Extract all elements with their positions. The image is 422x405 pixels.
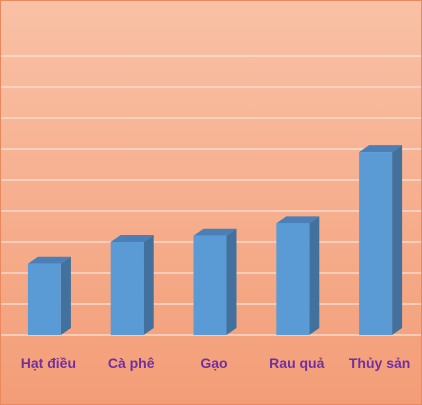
category-labels: Hạt điều Cà phê Gạo Rau quả Thủy sản [21,355,411,371]
bar-front [110,242,144,335]
bar-front [27,263,61,335]
bar-side [226,228,237,335]
category-label: Hạt điều [21,355,76,371]
bar-side [143,235,154,335]
bar-side [392,145,403,335]
bar-side [60,256,71,335]
bar-top [276,216,320,224]
category-label: Gạo [200,355,227,371]
bar-top [110,235,154,242]
category-label: Cà phê [108,355,155,371]
bar-side [309,216,320,335]
bar [359,145,403,335]
bar [193,228,237,335]
category-label: Thủy sản [349,355,410,371]
bar [27,256,71,335]
bar-top [193,228,237,236]
bars [27,145,403,335]
bar [276,216,320,335]
bar [110,235,154,335]
category-label: Rau quả [269,355,324,371]
bar-top [359,145,403,153]
bar-top [27,256,71,264]
bar-front [276,223,310,335]
bar-front [193,235,227,335]
bar-front [359,152,393,335]
